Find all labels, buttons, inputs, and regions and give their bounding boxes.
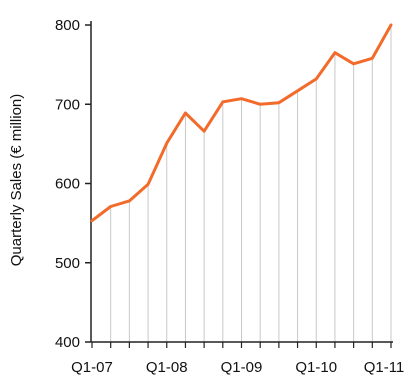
y-axis-label: Quarterly Sales (€ million) — [8, 94, 25, 267]
y-tick-label: 400 — [55, 334, 80, 351]
x-ticks: Q1-07 Q1-08 Q1-09 Q1-10 Q1-11 — [71, 342, 404, 376]
x-tick-label: Q1-08 — [146, 359, 188, 376]
y-tick-label: 700 — [55, 96, 80, 113]
y-tick-label: 500 — [55, 255, 80, 272]
x-tick-label: Q1-11 — [364, 359, 405, 376]
x-tick-label: Q1-07 — [71, 359, 113, 376]
sales-line — [90, 23, 393, 223]
y-tick-label: 600 — [55, 176, 80, 193]
x-tick-label: Q1-10 — [295, 359, 337, 376]
drop-lines — [110, 25, 392, 342]
y-tick-label: 800 — [55, 17, 80, 34]
y-ticks: 400 500 600 700 800 — [55, 17, 91, 351]
x-tick-label: Q1-09 — [221, 359, 263, 376]
